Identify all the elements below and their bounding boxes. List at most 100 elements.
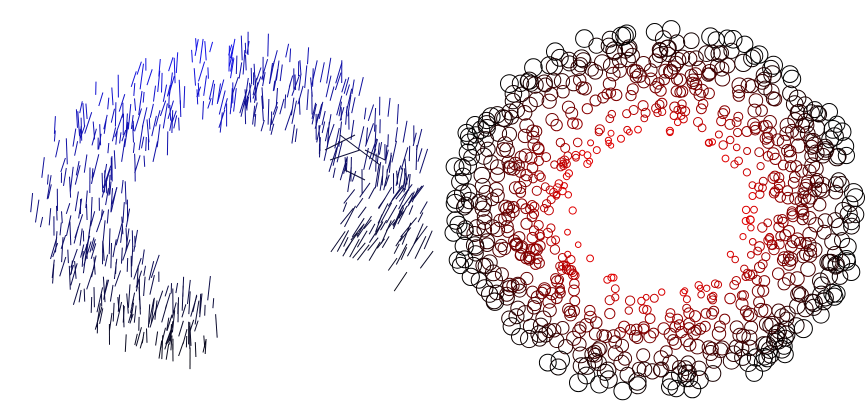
ring-circle	[750, 205, 758, 214]
line-segment	[112, 302, 115, 322]
ring-circle	[561, 100, 576, 114]
line-segment	[110, 242, 112, 269]
ring-circle	[568, 305, 580, 317]
ring-circle	[745, 364, 764, 382]
line-segment	[134, 155, 141, 174]
line-segment	[417, 212, 424, 223]
line-segment	[63, 167, 67, 186]
line-segment	[291, 100, 297, 124]
line-segment	[291, 124, 295, 144]
ring-circle	[834, 201, 852, 219]
line-segment	[357, 206, 367, 219]
ring-circle	[765, 232, 774, 242]
ring-circle	[711, 326, 727, 341]
ring-circle	[497, 136, 514, 153]
ring-circle	[704, 138, 713, 147]
ring-circle	[844, 183, 864, 203]
line-segment	[294, 74, 297, 91]
line-segment	[171, 302, 177, 319]
line-segment	[261, 87, 264, 109]
line-segment	[177, 297, 179, 323]
line-segment	[244, 89, 247, 109]
line-segment	[279, 64, 283, 82]
ring-circle	[754, 74, 771, 90]
ring-circle	[682, 295, 691, 304]
ring-circle	[739, 305, 752, 318]
line-segment	[133, 257, 142, 280]
ring-circle	[837, 146, 855, 165]
line-segment	[56, 205, 58, 221]
line-segment	[115, 130, 118, 145]
line-segment	[82, 103, 85, 127]
ring-circle	[597, 91, 610, 104]
line-segment	[138, 90, 143, 116]
line-segment	[75, 161, 80, 176]
ring-circle	[721, 154, 730, 163]
line-segment	[138, 286, 141, 310]
line-segment	[324, 134, 356, 151]
line-segment	[336, 95, 343, 116]
ring-circle	[652, 362, 668, 378]
ring-circle	[659, 345, 673, 359]
ring-circle	[600, 37, 618, 54]
line-segment	[98, 92, 104, 107]
ring-circle	[561, 260, 570, 269]
ring-circle	[508, 181, 523, 195]
ring-circle	[754, 241, 765, 252]
ring-circle	[460, 191, 479, 210]
ring-circle	[604, 136, 612, 144]
line-segment	[298, 98, 301, 115]
ring-circle	[763, 218, 773, 228]
line-segment	[395, 243, 408, 265]
ring-circle	[494, 238, 509, 253]
line-segment	[69, 166, 74, 192]
line-segment	[127, 104, 132, 130]
ring-circle	[682, 303, 692, 313]
ring-circle	[499, 286, 515, 302]
ring-circle	[564, 250, 572, 258]
line-segment	[209, 41, 214, 53]
ring-circle	[526, 231, 539, 244]
ring-circle	[538, 284, 551, 297]
ring-circle	[528, 208, 540, 219]
ring-circle	[611, 26, 632, 46]
ring-circle	[833, 122, 852, 141]
line-segment	[367, 237, 379, 251]
ring-circle	[529, 201, 540, 213]
ring-circle	[814, 176, 831, 194]
line-segment	[130, 115, 134, 130]
line-segment	[230, 38, 236, 61]
line-segment	[164, 285, 169, 297]
ring-circle	[644, 72, 658, 86]
ring-circle	[608, 335, 622, 349]
line-segment	[419, 201, 428, 214]
ring-circle	[762, 151, 774, 162]
line-segment	[289, 48, 292, 63]
ring-circle	[745, 47, 764, 65]
ring-circle	[446, 189, 466, 209]
ring-circle	[549, 358, 567, 376]
line-segment	[159, 327, 166, 350]
ring-circle	[604, 295, 615, 306]
line-segment	[253, 63, 256, 78]
line-segment	[124, 334, 127, 352]
ring-circle	[762, 317, 779, 335]
ring-circle	[503, 200, 516, 213]
ring-circle	[496, 142, 511, 158]
ring-circle	[763, 115, 777, 129]
line-segment	[150, 297, 155, 324]
line-segment	[326, 57, 332, 84]
line-segment	[240, 35, 243, 61]
ring-circle	[696, 284, 704, 292]
line-segment	[342, 202, 348, 212]
ring-circle	[794, 236, 807, 250]
ring-circle	[731, 117, 742, 127]
ring-circle	[550, 160, 559, 169]
line-segment	[167, 100, 174, 120]
ring-circle	[519, 73, 537, 90]
ring-circle	[628, 376, 647, 395]
line-segment	[332, 167, 336, 178]
ring-circle	[502, 317, 521, 336]
line-segment	[74, 191, 79, 212]
ring-circle	[656, 97, 668, 109]
